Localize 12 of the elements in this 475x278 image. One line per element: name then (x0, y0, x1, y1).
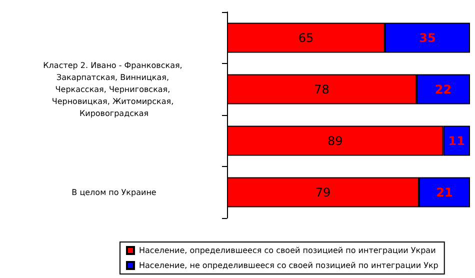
data-label: 89 (327, 134, 343, 148)
y-tick-label: Кластер 2. Ивано - Франковская, Закарпатская, Винницкая, Черкасская, Черниговская, Черновицкая, Житомирская, Кировоградская (43, 60, 185, 118)
data-label: 65 (298, 30, 314, 45)
legend-label: Население, не определившееся со своей позицией по интеграции Укр (139, 261, 438, 270)
data-label: 11 (448, 134, 465, 148)
legend-label: Население, определившееся со своей позицией по интеграции Украи (139, 246, 436, 255)
data-label: 79 (315, 185, 331, 200)
y-tick-label: В целом по Украине (72, 188, 156, 197)
data-label: 78 (314, 82, 330, 96)
data-label: 35 (419, 30, 436, 45)
data-label: 22 (434, 82, 452, 96)
data-label: 21 (436, 185, 453, 200)
